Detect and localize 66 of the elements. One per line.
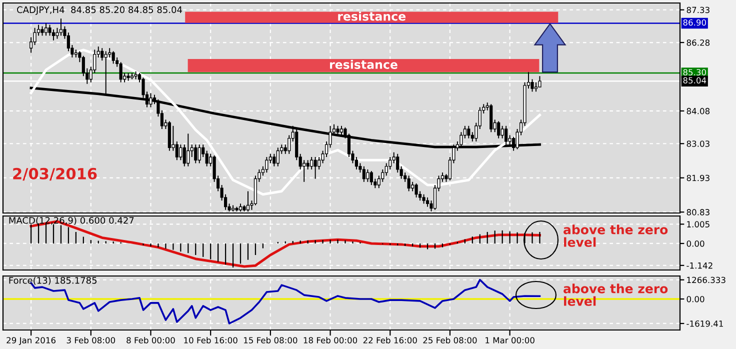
candlestick: [205, 150, 208, 167]
candlestick: [112, 50, 115, 64]
y-tick-label: 0.00: [686, 296, 704, 302]
candlestick: [265, 156, 268, 174]
ref-line-label: 85.30: [683, 69, 706, 76]
candlestick: [59, 18, 63, 36]
candlestick: [490, 104, 493, 133]
y-tick-label: 84.08: [686, 108, 710, 114]
x-tick-label: 8 Feb 00:00: [126, 336, 175, 344]
annotation: 2/03/2016: [13, 168, 97, 181]
y-tick-label: 86.28: [686, 39, 710, 46]
candlestick: [467, 125, 470, 139]
candlestick: [44, 22, 48, 36]
candlestick: [370, 170, 373, 186]
x-tick-label: 25 Feb 08:00: [423, 336, 477, 344]
y-tick-label: 80.83: [686, 209, 710, 216]
candlestick: [422, 194, 426, 204]
y-tick-label: 1266.333: [687, 276, 726, 284]
candlestick: [306, 160, 310, 170]
x-tick-label: 10 Feb 16:00: [184, 336, 238, 344]
candlestick: [179, 144, 182, 161]
y-tick-label: 0.00: [686, 240, 704, 247]
candlestick: [272, 153, 276, 167]
x-tick-label: 29 Jan 2016: [6, 337, 56, 345]
candlestick: [314, 156, 317, 180]
candlestick: [340, 125, 344, 136]
chart-title: MACD(12,26,9) 0.600 0.427: [9, 216, 134, 225]
candlestick: [362, 166, 366, 182]
candlestick: [411, 181, 414, 192]
candlestick: [500, 125, 504, 139]
candlestick: [414, 182, 418, 198]
candlestick: [194, 144, 198, 164]
candlestick: [354, 156, 358, 170]
candlestick: [504, 125, 508, 146]
candlestick: [407, 175, 410, 192]
candlestick: [175, 140, 178, 161]
ref-line-label: 86.90: [683, 19, 706, 26]
candlestick: [318, 156, 321, 170]
candlestick: [310, 156, 314, 170]
candlestick: [52, 28, 56, 41]
x-tick-label: 22 Feb 16:00: [363, 336, 417, 344]
candlestick: [336, 125, 340, 136]
x-tick-label: 1 Mar 00:00: [486, 337, 534, 344]
y-tick-label: 81.93: [686, 174, 710, 182]
candlestick: [100, 48, 104, 62]
band-label: resistance: [330, 60, 398, 69]
candlestick: [276, 147, 280, 167]
y-tick-label: -1619.41: [686, 320, 723, 327]
y-tick-label: 83.03: [686, 140, 710, 147]
candlestick: [497, 120, 500, 139]
chart-title: CADJPY,H4 84.85 85.20 84.85 85.04: [17, 6, 182, 15]
candlestick: [396, 153, 400, 174]
candlestick: [119, 62, 122, 83]
annotation: above the zero level: [564, 224, 668, 247]
chart-title: Force(13) 185.1785: [9, 276, 97, 285]
candlestick: [426, 196, 430, 208]
candlestick: [48, 24, 52, 36]
band-label: resistance: [338, 12, 406, 21]
x-tick-label: 3 Feb 08:00: [66, 336, 116, 344]
ref-line-label: 85.04: [683, 77, 706, 84]
candlestick: [40, 26, 44, 36]
y-tick-label: 87.33: [686, 6, 710, 14]
y-tick-label: -1.142: [686, 262, 712, 269]
x-tick-label: 18 Feb 00:00: [304, 336, 358, 344]
x-tick-label: 15 Feb 08:00: [244, 336, 298, 344]
y-tick-label: 1.005: [687, 221, 710, 228]
